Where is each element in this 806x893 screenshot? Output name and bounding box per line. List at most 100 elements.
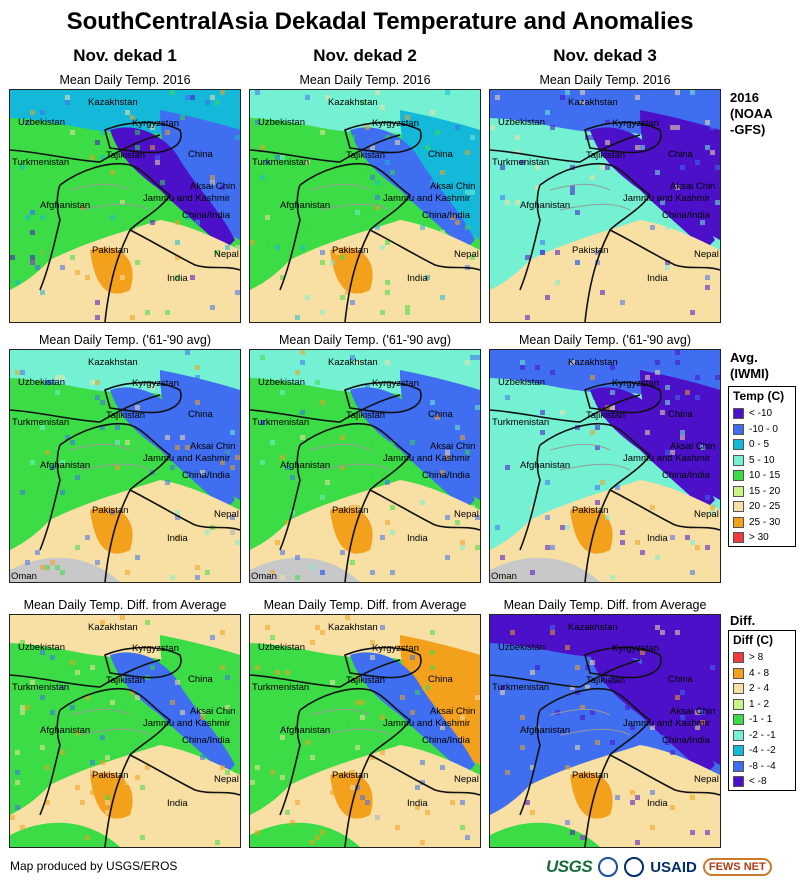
map-label-nepal: Nepal: [694, 249, 719, 260]
diff-legend-item: -8 - -4: [729, 759, 795, 775]
map-label-uzbekistan: Uzbekistan: [258, 642, 305, 653]
map-label-india: India: [167, 533, 188, 544]
map-label-tajikistan: Tajikistan: [586, 410, 625, 421]
map-label-afghanistan: Afghanistan: [520, 460, 570, 471]
fews-net-logo: FEWS NET: [702, 858, 772, 876]
map-label-pakistan: Pakistan: [572, 770, 608, 781]
diff-legend-swatch: [733, 683, 744, 695]
map-label-afghanistan: Afghanistan: [280, 725, 330, 736]
map-label-india: India: [407, 533, 428, 544]
map-label-china-india: China/India: [422, 470, 471, 481]
map-label-turkmenistan: Turkmenistan: [12, 417, 69, 428]
diff-legend-label: -4 - -2: [749, 745, 776, 757]
map-label-jammu-kashmir: Jammu and Kashmir: [143, 718, 230, 729]
map-label-kazakhstan: Kazakhstan: [568, 97, 618, 108]
map-panel-current-1[interactable]: Kazakhstan Uzbekistan Kyrgyzstan Turkmenist…: [9, 89, 241, 323]
map-panel-diff-2[interactable]: Kazakhstan Uzbekistan Kyrgyzstan Turkmenist…: [249, 614, 481, 848]
map-label-pakistan: Pakistan: [92, 245, 128, 256]
map-label-tajikistan: Tajikistan: [106, 150, 145, 161]
diff-legend-title: Diff (C): [733, 633, 773, 647]
diff-legend-label: -8 - -4: [749, 760, 776, 772]
map-label-uzbekistan: Uzbekistan: [498, 117, 545, 128]
map-label-china-india: China/India: [662, 470, 711, 481]
temp-legend-label: 20 - 25: [749, 501, 781, 513]
map-label-aksai-chin: Aksai Chin: [670, 706, 715, 717]
temp-legend-swatch: [733, 485, 744, 497]
map-label-uzbekistan: Uzbekistan: [18, 377, 65, 388]
map-label-nepal: Nepal: [214, 774, 239, 785]
map-label-kazakhstan: Kazakhstan: [88, 357, 138, 368]
map-panel-diff-1[interactable]: Kazakhstan Uzbekistan Kyrgyzstan Turkmenist…: [9, 614, 241, 848]
side-label-average: Avg. (IWMI): [730, 350, 769, 382]
map-label-kazakhstan: Kazakhstan: [328, 357, 378, 368]
map-label-aksai-chin: Aksai Chin: [430, 181, 475, 192]
map-label-afghanistan: Afghanistan: [520, 200, 570, 211]
map-label-china-india: China/India: [422, 735, 471, 746]
map-label-nepal: Nepal: [454, 509, 479, 520]
map-label-turkmenistan: Turkmenistan: [252, 417, 309, 428]
side-label-line: 2016: [730, 90, 759, 105]
map-label-kyrgyzstan: Kyrgyzstan: [612, 643, 659, 654]
diff-legend-swatch: [733, 698, 744, 710]
map-label-tajikistan: Tajikistan: [106, 410, 145, 421]
temp-legend: Temp (C) < -10 -10 - 0 0 - 5 5 - 10 10 - 15 1…: [728, 386, 796, 547]
temp-legend-label: 10 - 15: [749, 470, 781, 482]
diff-legend-item: -1 - 1: [729, 712, 795, 728]
map-panel-average-2[interactable]: Kazakhstan Uzbekistan Kyrgyzstan Turkmenist…: [249, 349, 481, 583]
temp-legend-title: Temp (C): [733, 389, 785, 403]
temp-legend-label: > 30: [749, 532, 769, 544]
map-label-tajikistan: Tajikistan: [586, 675, 625, 686]
temp-legend-label: -10 - 0: [749, 423, 778, 435]
usgs-logo: USGS: [546, 857, 593, 876]
map-canvas: Kazakhstan Uzbekistan Kyrgyzstan Turkmenist…: [10, 615, 240, 847]
map-panel-average-1[interactable]: Kazakhstan Uzbekistan Kyrgyzstan Turkmenist…: [9, 349, 241, 583]
map-label-china: China: [428, 149, 454, 160]
map-label-pakistan: Pakistan: [92, 505, 128, 516]
temp-legend-label: 15 - 20: [749, 485, 781, 497]
temp-legend-label: < -10: [749, 408, 773, 420]
map-label-kazakhstan: Kazakhstan: [568, 622, 618, 633]
diff-legend-swatch: [733, 776, 744, 788]
map-label-china-india: China/India: [422, 210, 471, 221]
temp-legend-swatch: [733, 439, 744, 451]
temp-legend-swatch: [733, 501, 744, 513]
map-label-pakistan: Pakistan: [572, 245, 608, 256]
diff-legend-item: 4 - 8: [729, 666, 795, 682]
diff-legend-swatch: [733, 667, 744, 679]
temp-legend-label: 0 - 5: [749, 439, 770, 451]
temp-legend-item: < -10: [729, 406, 795, 422]
map-label-china: China: [428, 409, 454, 420]
map-label-india: India: [167, 798, 188, 809]
map-label-tajikistan: Tajikistan: [346, 675, 385, 686]
map-label-aksai-chin: Aksai Chin: [430, 706, 475, 717]
subtitle-current-1: Mean Daily Temp. 2016: [59, 73, 191, 87]
map-canvas: Kazakhstan Uzbekistan Kyrgyzstan Turkmenist…: [490, 350, 720, 582]
temp-legend-swatch: [733, 408, 744, 420]
map-label-china: China: [668, 149, 694, 160]
side-label-line: Avg.: [730, 350, 758, 365]
map-canvas: Kazakhstan Uzbekistan Kyrgyzstan Turkmenist…: [10, 90, 240, 322]
map-label-aksai-chin: Aksai Chin: [190, 181, 235, 192]
logo-strip: USGS USAID FEWS NET: [546, 857, 772, 877]
temp-legend-swatch: [733, 470, 744, 482]
map-label-turkmenistan: Turkmenistan: [492, 682, 549, 693]
diff-legend-item: 1 - 2: [729, 697, 795, 713]
map-label-afghanistan: Afghanistan: [40, 460, 90, 471]
map-panel-average-3[interactable]: Kazakhstan Uzbekistan Kyrgyzstan Turkmenist…: [489, 349, 721, 583]
map-label-pakistan: Pakistan: [92, 770, 128, 781]
map-panel-current-2[interactable]: Kazakhstan Uzbekistan Kyrgyzstan Turkmenist…: [249, 89, 481, 323]
map-canvas: Kazakhstan Uzbekistan Kyrgyzstan Turkmenist…: [490, 615, 720, 847]
map-panel-diff-3[interactable]: Kazakhstan Uzbekistan Kyrgyzstan Turkmenist…: [489, 614, 721, 848]
map-label-jammu-kashmir: Jammu and Kashmir: [143, 453, 230, 464]
map-panel-current-3[interactable]: Kazakhstan Uzbekistan Kyrgyzstan Turkmenist…: [489, 89, 721, 323]
map-label-kazakhstan: Kazakhstan: [568, 357, 618, 368]
usaid-seal-icon: [624, 857, 645, 877]
map-label-jammu-kashmir: Jammu and Kashmir: [143, 193, 230, 204]
map-label-kazakhstan: Kazakhstan: [88, 622, 138, 633]
map-label-kazakhstan: Kazakhstan: [328, 97, 378, 108]
map-label-jammu-kashmir: Jammu and Kashmir: [623, 193, 710, 204]
map-label-china-india: China/India: [182, 210, 231, 221]
column-title-1: Nov. dekad 1: [73, 46, 177, 65]
map-label-china-india: China/India: [182, 735, 231, 746]
map-label-uzbekistan: Uzbekistan: [258, 117, 305, 128]
